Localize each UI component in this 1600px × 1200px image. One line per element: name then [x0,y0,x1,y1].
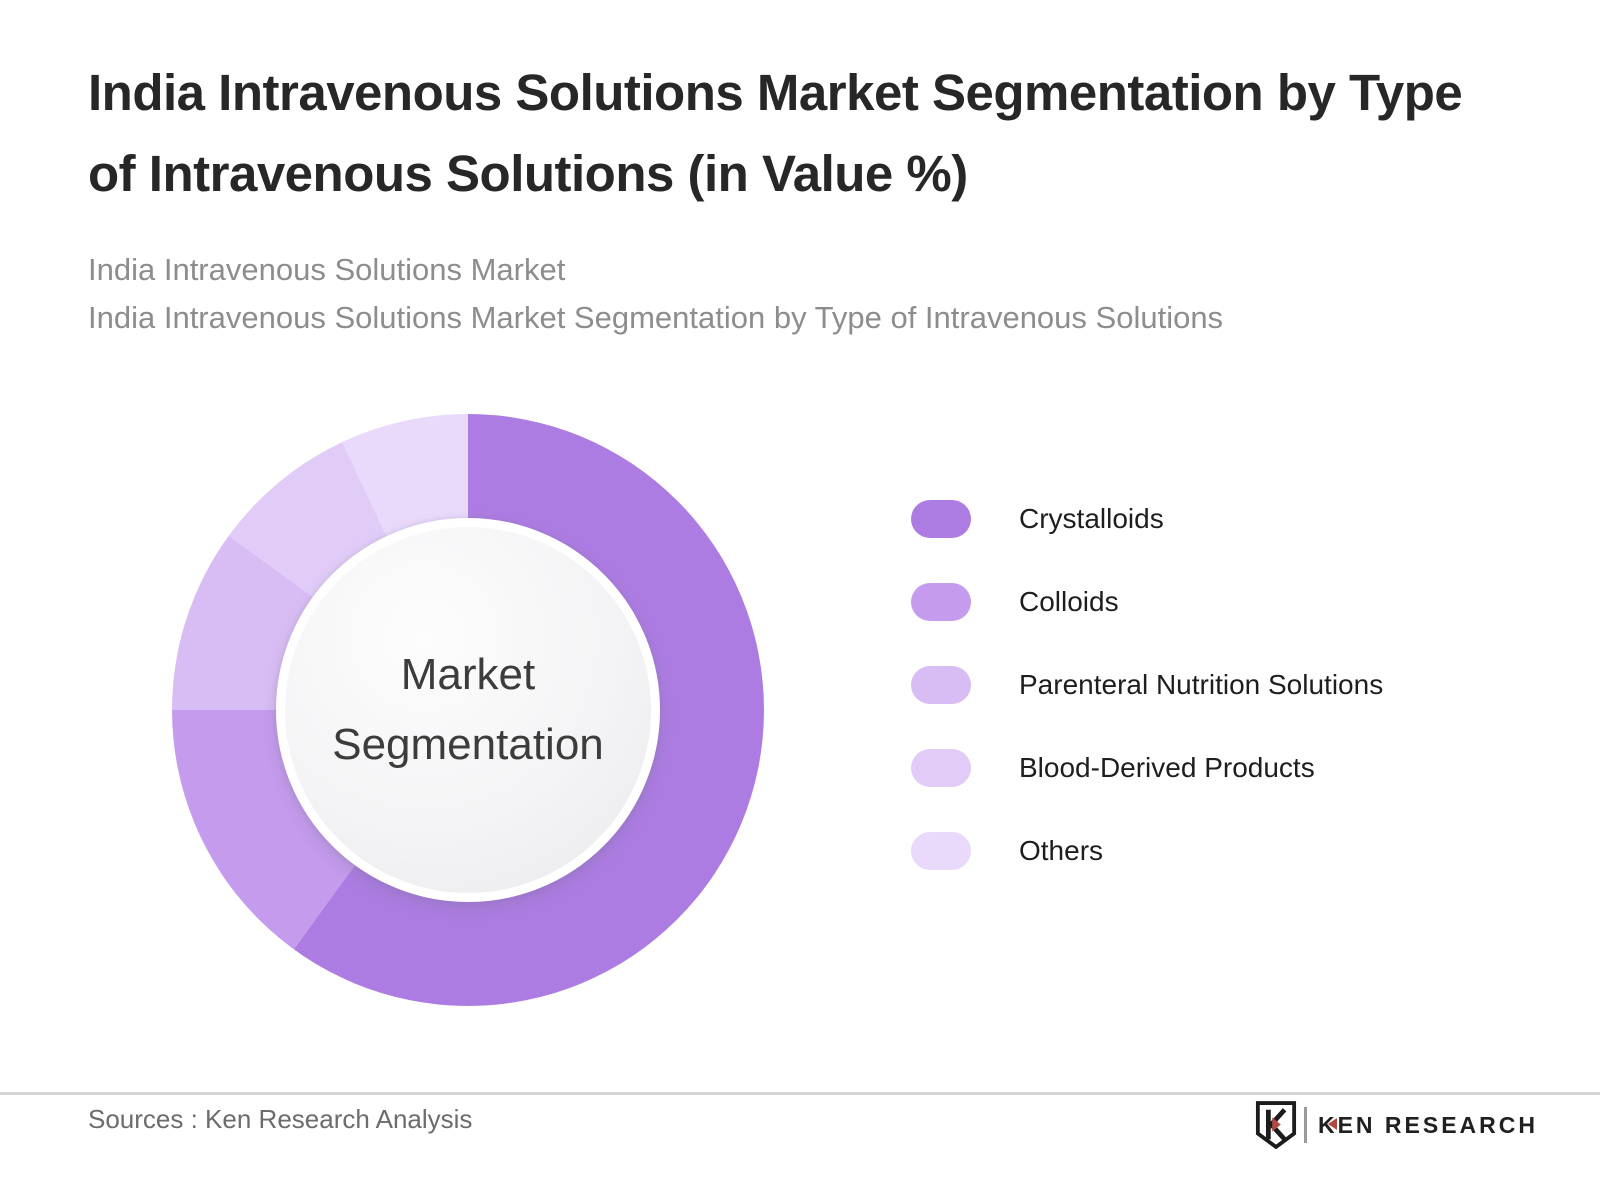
page-title-line-2: of Intravenous Solutions (in Value %) [88,145,968,202]
legend-label-blood-derived-products: Blood-Derived Products [1019,752,1315,783]
legend-label-crystalloids: Crystalloids [1019,503,1164,534]
legend-swatch-crystalloids [911,500,971,538]
sources-note: Sources : Ken Research Analysis [88,1104,473,1134]
page-subtitle-line-2: India Intravenous Solutions Market Segme… [88,300,1224,335]
donut-center: Market Segmentation [276,518,660,902]
legend-item-colloids: Colloids [911,583,1383,621]
legend-item-others: Others [911,832,1383,870]
chart-legend: Crystalloids Colloids Parenteral Nutriti… [911,500,1383,870]
page-title-line-1: India Intravenous Solutions Market Segme… [88,64,1463,121]
legend-item-parenteral-nutrition-solutions: Parenteral Nutrition Solutions [911,666,1383,704]
ken-research-logo: KEN RESEARCH [1255,1100,1538,1150]
legend-item-blood-derived-products: Blood-Derived Products [911,749,1383,787]
donut-chart: Market Segmentation [172,414,764,1006]
logo-k-wedge-icon [1327,1117,1337,1130]
logo-divider-bar [1303,1107,1307,1143]
legend-swatch-others [911,832,971,870]
legend-swatch-parenteral-nutrition-solutions [911,666,971,704]
page-subtitle: India Intravenous Solutions Market India… [88,246,1223,342]
page-title: India Intravenous Solutions Market Segme… [88,52,1463,214]
donut-center-label: Market Segmentation [332,650,604,769]
legend-label-parenteral-nutrition-solutions: Parenteral Nutrition Solutions [1019,669,1384,700]
page-subtitle-line-1: India Intravenous Solutions Market [88,252,566,287]
legend-swatch-blood-derived-products [911,749,971,787]
ken-research-shield-icon [1255,1101,1297,1149]
ken-research-wordmark: KEN RESEARCH [1317,1111,1538,1138]
legend-label-colloids: Colloids [1019,586,1119,617]
footer-divider [0,1092,1600,1095]
legend-label-others: Others [1019,835,1104,866]
legend-item-crystalloids: Crystalloids [911,500,1383,538]
legend-swatch-colloids [911,583,971,621]
